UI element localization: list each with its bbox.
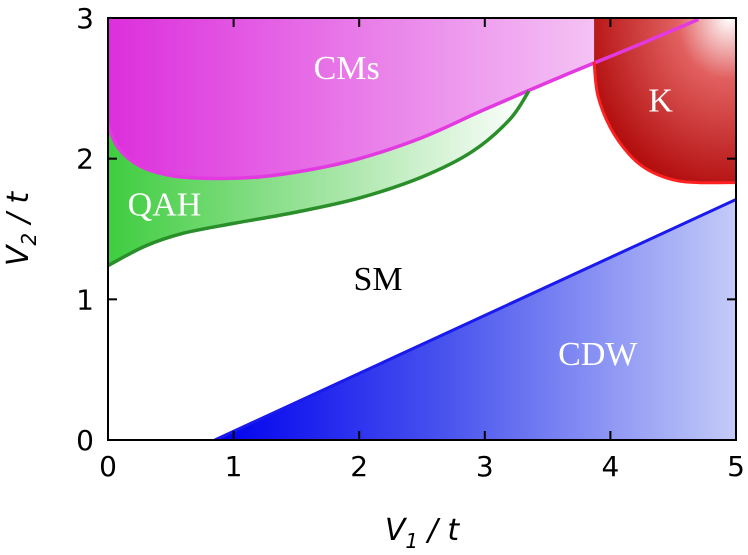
y-tick-label: 3 [76, 2, 94, 35]
axis-ticks: 0 1 2 3 4 5 0 1 2 3 [76, 2, 745, 483]
region-k [594, 18, 736, 183]
cms-boundary-line [108, 18, 699, 181]
plot-frame [107, 17, 737, 441]
region-cms [108, 18, 699, 179]
region-qah [108, 91, 529, 266]
y-axis-title: V2 / t [1, 191, 41, 266]
label-cdw: CDW [558, 336, 638, 373]
label-sm: SM [353, 261, 402, 298]
x-tick-label: 5 [727, 450, 745, 483]
k-boundary-line [592, 61, 736, 185]
x-tick-label: 0 [99, 450, 117, 483]
cdw-boundary-line [214, 198, 736, 440]
x-tick-label: 1 [225, 450, 243, 483]
x-tick-label: 4 [601, 450, 619, 483]
y-tick-label: 2 [76, 143, 94, 176]
qah-boundary-line [108, 90, 531, 268]
y-tick-label: 1 [76, 283, 94, 316]
label-k: K [648, 83, 673, 120]
x-tick-label: 2 [350, 450, 368, 483]
x-axis-title: V1 / t [385, 513, 460, 553]
label-cms: CMs [314, 50, 380, 87]
x-tick-label: 3 [476, 450, 494, 483]
y-tick-label: 0 [76, 424, 94, 457]
label-qah: QAH [128, 187, 202, 224]
